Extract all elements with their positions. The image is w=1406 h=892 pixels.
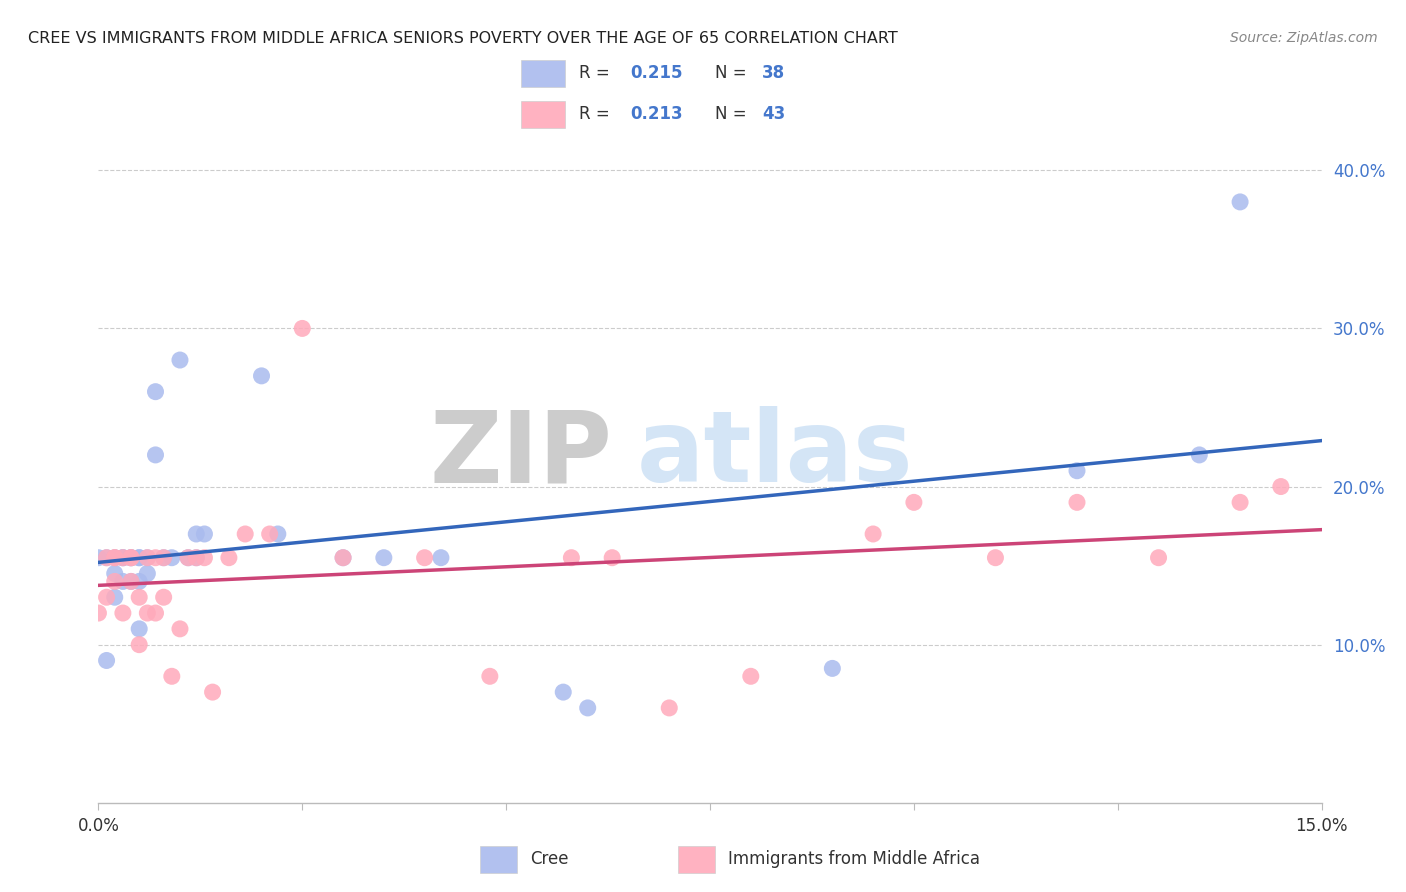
- Point: [120, 574, 142, 589]
- Point: [740, 669, 762, 683]
- Point: [104, 550, 127, 565]
- Point: [186, 527, 208, 541]
- Point: [984, 550, 1007, 565]
- Point: [177, 550, 200, 565]
- Text: ZIP: ZIP: [429, 407, 612, 503]
- Point: [145, 550, 167, 565]
- Text: atlas: atlas: [637, 407, 914, 503]
- Bar: [520, 101, 565, 128]
- Point: [136, 550, 159, 565]
- Point: [104, 591, 127, 605]
- Point: [259, 527, 281, 541]
- Bar: [481, 847, 517, 873]
- Bar: [678, 847, 716, 873]
- Point: [111, 550, 134, 565]
- Point: [373, 550, 395, 565]
- Point: [553, 685, 575, 699]
- Point: [136, 550, 159, 565]
- Point: [218, 550, 240, 565]
- Point: [332, 550, 354, 565]
- Point: [120, 574, 142, 589]
- Point: [177, 550, 200, 565]
- Point: [821, 661, 844, 675]
- Point: [152, 550, 174, 565]
- Text: CREE VS IMMIGRANTS FROM MIDDLE AFRICA SENIORS POVERTY OVER THE AGE OF 65 CORRELA: CREE VS IMMIGRANTS FROM MIDDLE AFRICA SE…: [28, 31, 898, 46]
- Text: N =: N =: [714, 105, 751, 123]
- Point: [96, 653, 118, 667]
- Text: 0.213: 0.213: [630, 105, 683, 123]
- Point: [111, 606, 134, 620]
- Text: Cree: Cree: [530, 849, 568, 868]
- Point: [267, 527, 290, 541]
- Point: [160, 669, 183, 683]
- Point: [1229, 194, 1251, 209]
- Point: [128, 622, 150, 636]
- Point: [1147, 550, 1170, 565]
- Point: [120, 550, 142, 565]
- Point: [1066, 464, 1088, 478]
- Point: [291, 321, 314, 335]
- Text: Immigrants from Middle Africa: Immigrants from Middle Africa: [728, 849, 980, 868]
- Point: [96, 550, 118, 565]
- Point: [430, 550, 453, 565]
- Point: [250, 368, 273, 383]
- Point: [145, 448, 167, 462]
- Point: [478, 669, 501, 683]
- Point: [104, 566, 127, 581]
- Point: [186, 550, 208, 565]
- Point: [152, 591, 174, 605]
- Point: [233, 527, 256, 541]
- Point: [169, 622, 191, 636]
- Point: [1066, 495, 1088, 509]
- Point: [128, 591, 150, 605]
- Point: [193, 527, 215, 541]
- Point: [87, 606, 110, 620]
- Point: [145, 606, 167, 620]
- Point: [136, 606, 159, 620]
- Point: [1229, 495, 1251, 509]
- Point: [111, 574, 134, 589]
- Point: [111, 550, 134, 565]
- Point: [160, 550, 183, 565]
- Point: [104, 550, 127, 565]
- Point: [862, 527, 884, 541]
- Point: [128, 550, 150, 565]
- Text: 43: 43: [762, 105, 786, 123]
- Point: [111, 550, 134, 565]
- Point: [576, 701, 599, 715]
- Point: [128, 638, 150, 652]
- Point: [201, 685, 224, 699]
- Point: [193, 550, 215, 565]
- Point: [128, 550, 150, 565]
- Text: R =: R =: [579, 64, 616, 82]
- Point: [152, 550, 174, 565]
- Text: N =: N =: [714, 64, 751, 82]
- Point: [96, 591, 118, 605]
- Point: [120, 550, 142, 565]
- Text: 0.215: 0.215: [630, 64, 683, 82]
- Point: [120, 550, 142, 565]
- Point: [413, 550, 436, 565]
- Point: [332, 550, 354, 565]
- Point: [104, 550, 127, 565]
- Text: 38: 38: [762, 64, 785, 82]
- Point: [560, 550, 582, 565]
- Point: [1188, 448, 1211, 462]
- Point: [128, 574, 150, 589]
- Text: Source: ZipAtlas.com: Source: ZipAtlas.com: [1230, 31, 1378, 45]
- Point: [136, 566, 159, 581]
- Point: [169, 353, 191, 368]
- Point: [186, 550, 208, 565]
- Point: [903, 495, 925, 509]
- Point: [120, 550, 142, 565]
- Point: [658, 701, 681, 715]
- Point: [600, 550, 623, 565]
- Point: [87, 550, 110, 565]
- Bar: [520, 60, 565, 87]
- Point: [104, 574, 127, 589]
- Point: [145, 384, 167, 399]
- Point: [96, 550, 118, 565]
- Text: R =: R =: [579, 105, 616, 123]
- Point: [1270, 479, 1292, 493]
